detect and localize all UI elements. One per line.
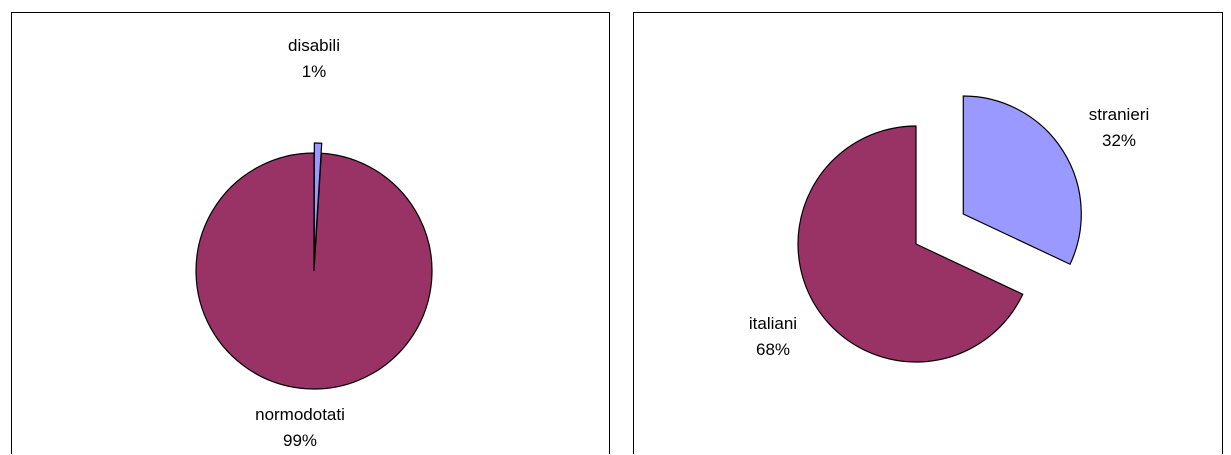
pie-slice-stranieri xyxy=(962,95,1082,266)
slice-value-italiani: 68% xyxy=(756,340,790,359)
pie-chart-disability: disabili 1% normodotati 99% xyxy=(195,36,433,450)
slice-label-stranieri: stranieri xyxy=(1089,105,1149,124)
slice-value-disabili: 1% xyxy=(302,62,327,81)
slice-label-normodotati: normodotati xyxy=(255,405,345,424)
pie-slice-normodotati xyxy=(195,152,433,390)
chart-panel-disability: disabili 1% normodotati 99% xyxy=(11,12,610,454)
pie-slice-italiani xyxy=(797,125,1024,363)
pie-chart-nationality: stranieri 32% italiani 68% xyxy=(749,95,1149,363)
slice-value-normodotati: 99% xyxy=(283,431,317,450)
chart-panel-nationality: stranieri 32% italiani 68% xyxy=(633,12,1223,454)
slice-label-italiani: italiani xyxy=(749,314,797,333)
slice-value-stranieri: 32% xyxy=(1102,131,1136,150)
slice-label-disabili: disabili xyxy=(288,36,340,55)
